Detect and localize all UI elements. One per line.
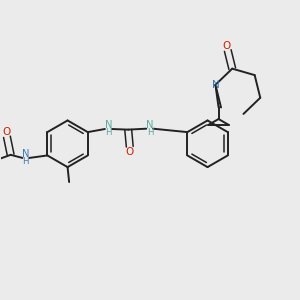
Text: O: O xyxy=(222,41,231,51)
Text: N: N xyxy=(22,149,29,159)
Text: O: O xyxy=(3,127,11,137)
Text: N: N xyxy=(212,80,219,90)
Text: N: N xyxy=(105,120,112,130)
Text: O: O xyxy=(126,147,134,157)
Text: N: N xyxy=(146,120,154,130)
Text: H: H xyxy=(147,128,153,137)
Text: H: H xyxy=(22,157,29,166)
Text: H: H xyxy=(105,128,112,137)
